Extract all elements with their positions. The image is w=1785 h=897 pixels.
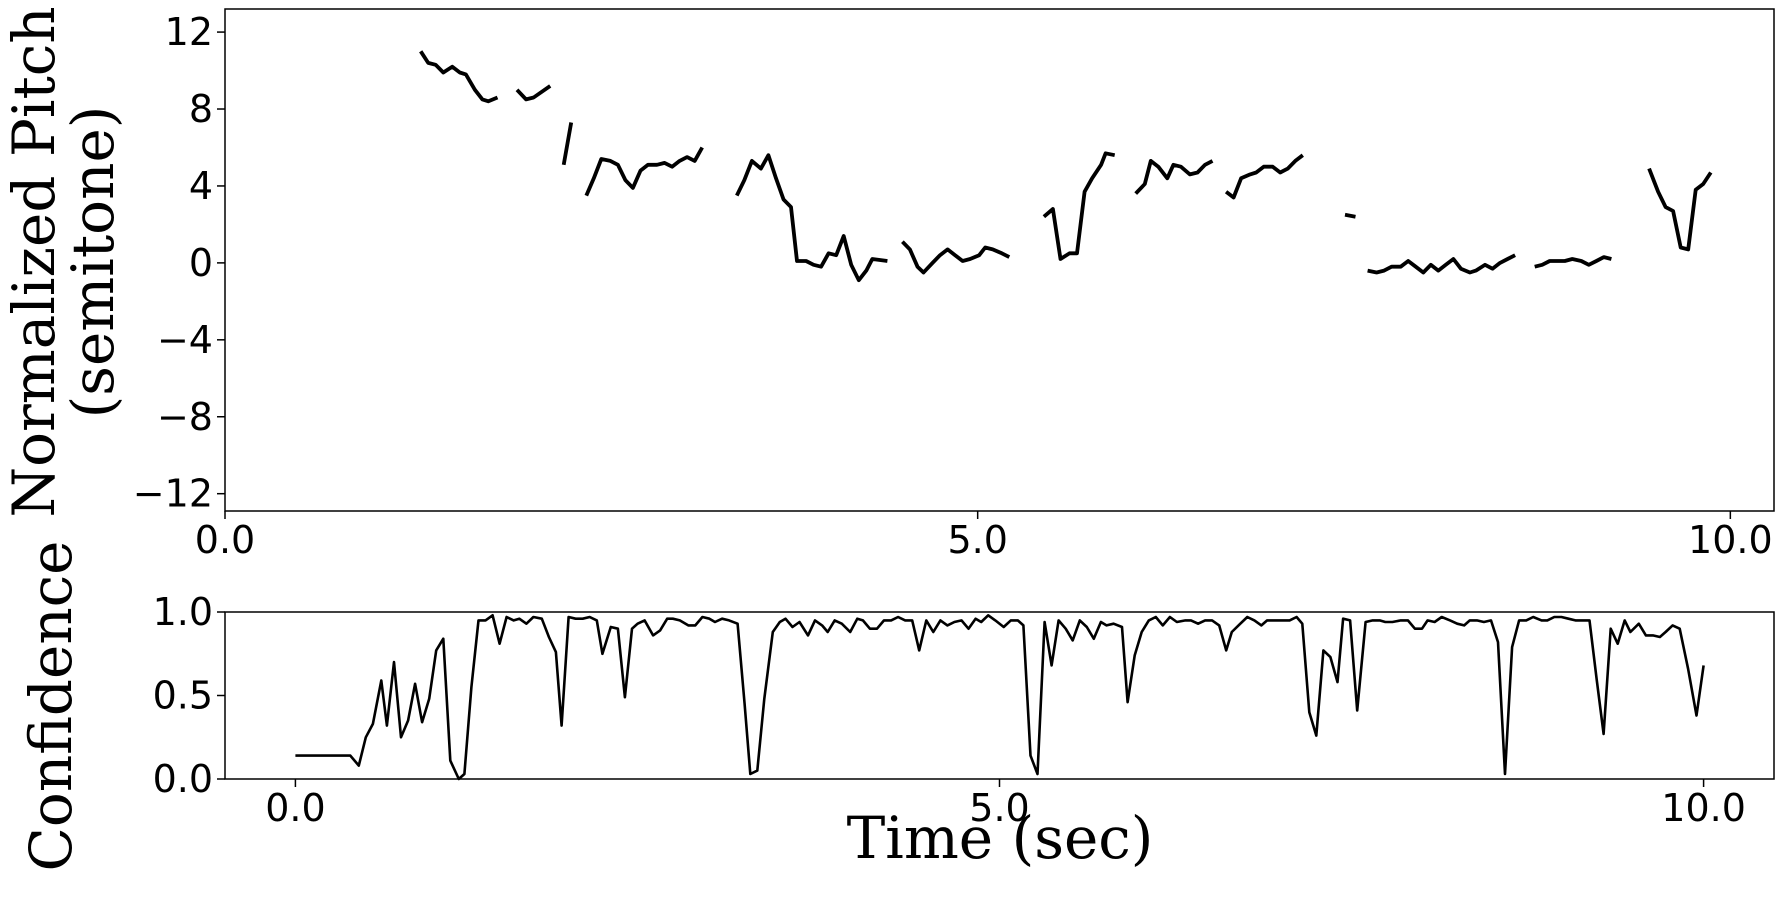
axes-frame (224, 8, 1775, 512)
line (295, 614, 1705, 781)
x-tick-label: 5.0 (969, 786, 1029, 830)
y-tick-label: 4 (189, 164, 213, 208)
y-axis-label: Normalized Pitch (0, 6, 68, 517)
x-tick-label: 0.0 (265, 786, 325, 830)
y-tick-label: 1.0 (153, 590, 213, 634)
axes-frame (224, 611, 1775, 780)
y-tick-label: 0 (189, 241, 213, 285)
y-axis-label: Confidence (17, 541, 85, 872)
y-tick-label: 8 (189, 87, 213, 131)
x-tick-label: 10.0 (1688, 518, 1773, 562)
line (419, 50, 1713, 283)
y-tick-label: −4 (157, 318, 213, 362)
y-tick-label: 0.5 (153, 674, 213, 718)
x-tick-label: 10.0 (1661, 786, 1746, 830)
y-tick-label: −12 (133, 472, 213, 516)
y-tick-label: −8 (157, 395, 213, 439)
x-axis-label: Time (sec) (847, 804, 1154, 872)
y-axis-label: (semitone) (59, 106, 127, 419)
y-tick-label: 0.0 (153, 757, 213, 801)
y-tick-label: 12 (165, 10, 213, 54)
x-tick-label: 5.0 (947, 518, 1007, 562)
x-tick-label: 0.0 (195, 518, 255, 562)
